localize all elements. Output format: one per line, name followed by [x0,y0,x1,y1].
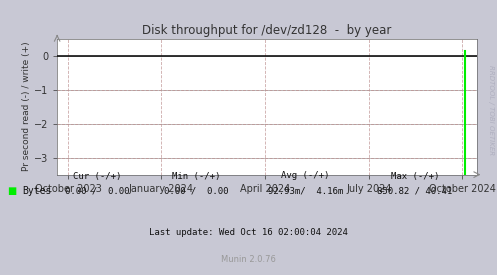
Text: ■: ■ [7,186,17,196]
Text: 0.00 /  0.00: 0.00 / 0.00 [164,187,229,196]
Text: Cur (-/+): Cur (-/+) [73,172,121,180]
Text: 850.82 / 40.41: 850.82 / 40.41 [377,187,453,196]
Y-axis label: Pr second read (-) / write (+): Pr second read (-) / write (+) [22,42,31,171]
Text: Last update: Wed Oct 16 02:00:04 2024: Last update: Wed Oct 16 02:00:04 2024 [149,228,348,237]
Text: Max (-/+): Max (-/+) [391,172,439,180]
Text: 92.93m/  4.16m: 92.93m/ 4.16m [268,187,343,196]
Text: 0.00 /  0.00: 0.00 / 0.00 [65,187,129,196]
Title: Disk throughput for /dev/zd128  -  by year: Disk throughput for /dev/zd128 - by year [143,24,392,37]
Text: Bytes: Bytes [22,186,52,196]
Text: Munin 2.0.76: Munin 2.0.76 [221,255,276,263]
Text: Min (-/+): Min (-/+) [172,172,221,180]
Text: RRDTOOL / TOBI OETIKER: RRDTOOL / TOBI OETIKER [488,65,494,155]
Text: Avg (-/+): Avg (-/+) [281,172,330,180]
